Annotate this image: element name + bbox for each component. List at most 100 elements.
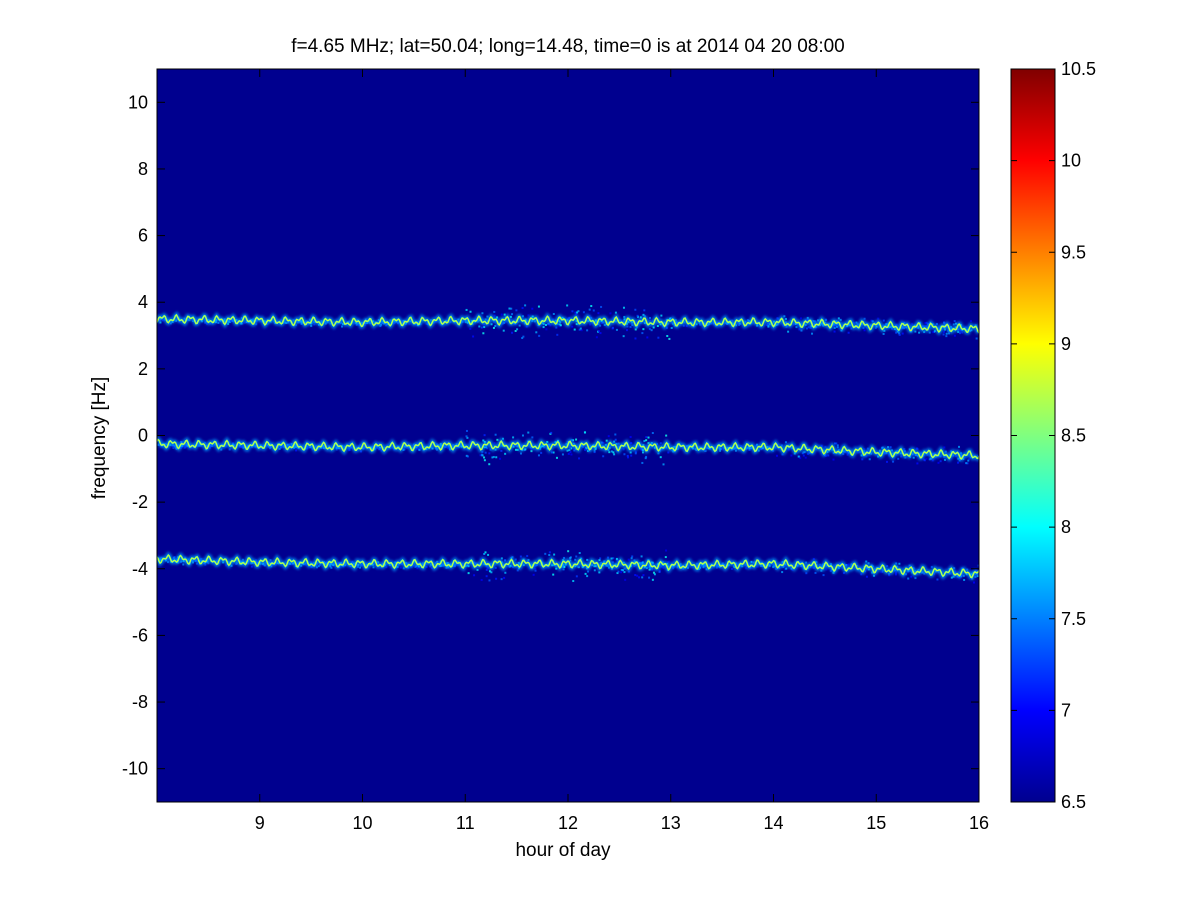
- trace-speckle: [609, 312, 612, 315]
- trace-speckle: [894, 573, 897, 576]
- trace-speckle: [641, 332, 644, 335]
- trace-speckle: [419, 446, 422, 449]
- trace-speckle: [572, 439, 575, 442]
- trace-speckle: [647, 566, 650, 569]
- colorbar-tick-label: 7.5: [1061, 609, 1086, 629]
- trace-speckle: [945, 335, 948, 338]
- trace-speckle: [856, 322, 859, 325]
- trace-speckle: [643, 309, 646, 312]
- trace-speckle: [578, 552, 581, 555]
- trace-speckle: [871, 320, 874, 323]
- trace-speckle: [943, 446, 946, 449]
- trace-speckle: [602, 441, 605, 444]
- trace-speckle: [599, 557, 602, 560]
- trace-speckle: [586, 558, 589, 561]
- trace-speckle: [483, 434, 486, 437]
- trace-speckle: [516, 569, 519, 572]
- trace-speckle: [925, 321, 928, 324]
- trace-speckle: [959, 329, 962, 332]
- trace-speckle: [527, 314, 530, 317]
- trace-speckle: [481, 453, 484, 456]
- trace-speckle: [813, 320, 816, 323]
- trace-speckle: [566, 304, 569, 307]
- trace-speckle: [476, 568, 479, 571]
- trace-speckle: [962, 574, 965, 577]
- trace-speckle: [651, 432, 654, 435]
- trace-speckle: [584, 431, 587, 434]
- trace-speckle: [623, 567, 626, 570]
- trace-speckle: [885, 460, 888, 463]
- trace-speckle: [524, 448, 527, 451]
- trace-speckle: [466, 455, 469, 458]
- trace-speckle: [634, 328, 637, 331]
- trace-speckle: [615, 328, 618, 331]
- trace-speckle: [953, 320, 956, 323]
- trace-speckle: [509, 315, 512, 318]
- trace-speckle: [332, 564, 335, 567]
- trace-speckle: [552, 573, 555, 576]
- trace-speckle: [495, 456, 498, 459]
- trace-speckle: [520, 452, 523, 455]
- trace-speckle: [719, 448, 722, 451]
- trace-speckle: [607, 435, 610, 438]
- x-tick-label: 16: [969, 813, 989, 833]
- trace-speckle: [756, 565, 759, 568]
- trace-speckle: [799, 317, 802, 320]
- trace-speckle: [656, 325, 659, 328]
- colorbar-tick-label: 6.5: [1061, 792, 1086, 812]
- trace-speckle: [570, 447, 573, 450]
- trace-speckle: [814, 571, 817, 574]
- trace-speckle: [307, 446, 310, 449]
- trace-speckle: [574, 311, 577, 314]
- trace-speckle: [488, 570, 491, 573]
- trace-speckle: [641, 451, 644, 454]
- trace-speckle: [241, 558, 244, 561]
- trace-speckle: [488, 452, 491, 455]
- x-tick-label: 13: [661, 813, 681, 833]
- trace-speckle: [923, 459, 926, 462]
- trace-speckle: [623, 453, 626, 456]
- trace-speckle: [812, 566, 815, 569]
- trace-speckle: [943, 458, 946, 461]
- trace-speckle: [642, 313, 645, 316]
- trace-speckle: [842, 572, 845, 575]
- trace-speckle: [868, 458, 871, 461]
- trace-speckle: [622, 335, 625, 338]
- trace-speckle: [659, 442, 662, 445]
- trace-speckle: [630, 322, 633, 325]
- trace-speckle: [903, 327, 906, 330]
- trace-speckle: [534, 567, 537, 570]
- trace-speckle: [738, 323, 741, 326]
- trace-speckle: [514, 558, 517, 561]
- trace-speckle: [577, 310, 580, 313]
- trace-speckle: [570, 453, 573, 456]
- trace-speckle: [805, 327, 808, 330]
- trace-speckle: [548, 554, 551, 557]
- trace-speckle: [514, 329, 517, 332]
- trace-speckle: [614, 311, 617, 314]
- trace-speckle: [914, 330, 917, 333]
- trace-speckle: [651, 578, 654, 581]
- trace-speckle: [800, 329, 803, 332]
- trace-speckle: [811, 332, 814, 335]
- trace-speckle: [944, 328, 947, 331]
- trace-speckle: [495, 577, 498, 580]
- x-tick-label: 10: [352, 813, 372, 833]
- trace-speckle: [824, 445, 827, 448]
- trace-speckle: [597, 312, 600, 315]
- trace-speckle: [289, 442, 292, 445]
- trace-speckle: [963, 578, 966, 581]
- trace-speckle: [548, 551, 551, 554]
- trace-speckle: [645, 436, 648, 439]
- trace-speckle: [566, 449, 569, 452]
- trace-speckle: [719, 449, 722, 452]
- trace-speckle: [835, 442, 838, 445]
- trace-speckle: [514, 448, 517, 451]
- trace-speckle: [494, 433, 497, 436]
- trace-speckle: [490, 323, 493, 326]
- trace-speckle: [634, 308, 637, 311]
- trace-speckle: [531, 436, 534, 439]
- y-axis-ticks: -10 -8 -6 -4 -2 0 2 4 6 8 10: [122, 92, 979, 779]
- trace-speckle: [485, 575, 488, 578]
